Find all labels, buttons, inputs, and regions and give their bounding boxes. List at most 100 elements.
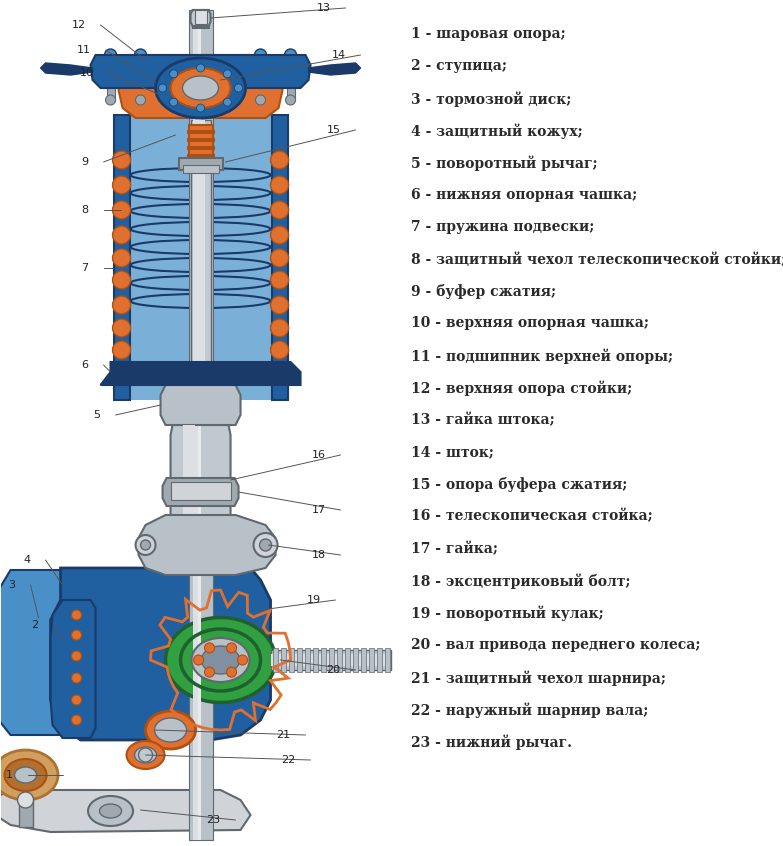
Polygon shape [91,55,311,88]
Ellipse shape [146,711,196,749]
Circle shape [197,64,204,72]
Bar [297,648,301,672]
Bar [352,648,358,672]
Bar [384,648,389,672]
Text: 16: 16 [312,450,326,460]
Bar [186,130,215,134]
Text: 15 - опора буфера сжатия;: 15 - опора буфера сжатия; [411,477,627,492]
Circle shape [223,70,232,78]
Text: 23: 23 [207,815,221,825]
Text: 1 - шаровая опора;: 1 - шаровая опора; [411,27,566,41]
Circle shape [135,535,156,555]
Bar [369,648,373,672]
Polygon shape [51,568,271,740]
Circle shape [113,249,131,267]
Text: 19 - поворотный кулак;: 19 - поворотный кулак; [411,606,604,621]
Circle shape [170,98,178,106]
Bar [345,648,349,672]
Bar [194,10,207,24]
Text: 4 - защитный кожух;: 4 - защитный кожух; [411,124,583,139]
Text: 22 - наружный шарнир вала;: 22 - наружный шарнир вала; [411,702,648,717]
Ellipse shape [171,68,230,108]
Circle shape [113,319,131,337]
Ellipse shape [0,750,58,800]
Circle shape [105,49,117,61]
Circle shape [113,296,131,314]
Text: 23 - нижний рычаг.: 23 - нижний рычаг. [411,734,572,750]
Bar [272,648,277,672]
Bar [272,115,287,400]
Text: 2 - ступица;: 2 - ступица; [411,59,507,74]
Ellipse shape [192,638,250,682]
Text: 13 - гайка штока;: 13 - гайка штока; [411,413,555,427]
Text: 9 - буфер сжатия;: 9 - буфер сжатия; [411,284,556,299]
Bar [190,120,211,380]
Bar [186,154,215,158]
Ellipse shape [165,618,276,702]
Text: 18: 18 [312,550,326,560]
Circle shape [71,651,81,661]
Bar [197,120,204,380]
Text: 11 - подшипник верхней опоры;: 11 - подшипник верхней опоры; [411,349,673,364]
Bar [287,55,294,100]
Bar [182,425,194,565]
Circle shape [139,748,153,762]
Text: 19: 19 [306,595,320,605]
Circle shape [17,792,34,808]
Ellipse shape [135,747,157,763]
Polygon shape [163,478,239,506]
Text: 18 - эксцентриковый болт;: 18 - эксцентриковый болт; [411,574,630,589]
Circle shape [135,95,146,105]
Text: 13: 13 [316,3,330,13]
Text: 8 - защитный чехол телескопической стойки;: 8 - защитный чехол телескопической стойк… [411,252,783,266]
Ellipse shape [201,646,240,674]
Bar [289,648,294,672]
Polygon shape [118,55,283,118]
Bar [193,10,200,840]
Text: 1: 1 [5,770,13,780]
Polygon shape [171,425,230,565]
Bar [182,165,218,173]
Circle shape [106,95,116,105]
Text: 20 - вал привода переднего колеса;: 20 - вал привода переднего колеса; [411,638,701,652]
Circle shape [140,540,150,550]
Polygon shape [139,515,276,575]
Bar [377,648,381,672]
Circle shape [271,226,289,244]
Polygon shape [161,385,240,425]
Bar [312,648,318,672]
Bar [337,648,341,672]
Text: 22: 22 [281,755,295,765]
Circle shape [113,226,131,244]
Bar [271,654,391,666]
Text: 3: 3 [9,580,16,590]
Text: 6 - нижняя опорная чашка;: 6 - нижняя опорная чашка; [411,188,637,202]
Circle shape [135,49,146,61]
Text: 14: 14 [331,50,345,60]
Bar [197,10,200,840]
Circle shape [158,84,167,92]
Circle shape [113,176,131,194]
Circle shape [254,533,277,557]
Ellipse shape [127,741,164,769]
Text: 7: 7 [81,263,88,273]
Text: 2: 2 [31,620,38,630]
Circle shape [271,341,289,359]
Circle shape [113,201,131,219]
Bar [136,55,145,100]
Ellipse shape [154,718,186,742]
Circle shape [271,151,289,169]
Circle shape [71,673,81,683]
Bar [305,648,309,672]
Text: 21: 21 [276,730,290,740]
Polygon shape [190,10,211,26]
Ellipse shape [15,767,37,783]
Circle shape [271,176,289,194]
Bar [186,146,215,150]
Text: 20: 20 [327,665,341,675]
Text: 12 - верхняя опора стойки;: 12 - верхняя опора стойки; [411,381,633,396]
Circle shape [259,539,272,551]
Bar [193,10,208,28]
Text: 14 - шток;: 14 - шток; [411,445,494,459]
Circle shape [71,695,81,705]
